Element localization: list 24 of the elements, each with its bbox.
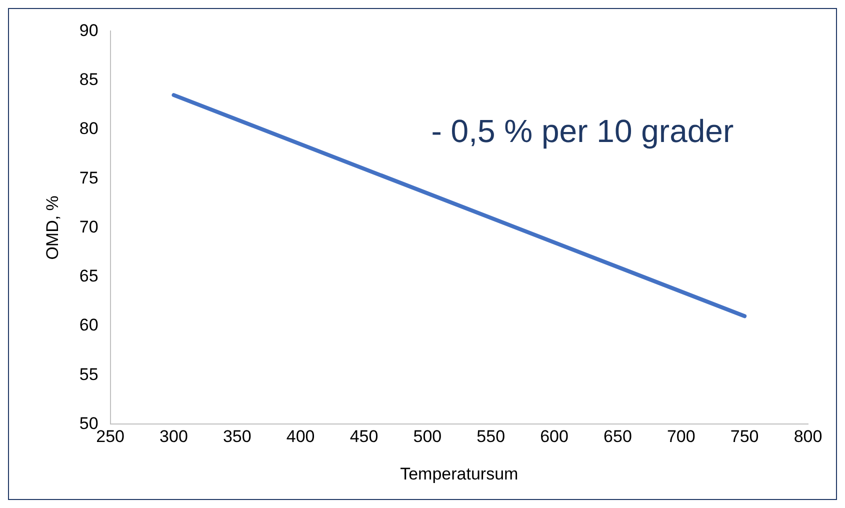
x-tick-label: 750 <box>730 427 759 446</box>
x-tick-label: 700 <box>666 427 696 446</box>
x-tick-label: 550 <box>476 427 506 446</box>
x-tick-label: 250 <box>96 427 124 446</box>
x-tick-label: 400 <box>286 427 315 446</box>
y-tick-label: 80 <box>79 119 98 138</box>
x-tick-label: 300 <box>160 427 188 446</box>
y-tick-label: 60 <box>79 316 98 335</box>
x-tick-label: 450 <box>350 427 378 446</box>
x-tick-label: 650 <box>604 427 632 446</box>
y-tick-label: 55 <box>79 364 98 384</box>
y-tick-label: 70 <box>79 217 98 236</box>
x-tick-label: 800 <box>794 427 822 446</box>
y-tick-label: 90 <box>79 20 98 40</box>
y-tick-label: 75 <box>79 168 98 188</box>
x-tick-label: 350 <box>222 427 252 446</box>
y-tick-label: 85 <box>79 70 98 90</box>
x-tick-label: 500 <box>413 427 442 446</box>
x-tick-label: 600 <box>540 427 568 446</box>
annotation: - 0,5 % per 10 grader <box>431 113 734 150</box>
y-axis-title: OMD, % <box>42 196 62 260</box>
y-tick-label: 50 <box>79 414 98 433</box>
y-tick-label: 65 <box>79 266 98 286</box>
x-axis-title: Temperatursum <box>400 464 518 484</box>
